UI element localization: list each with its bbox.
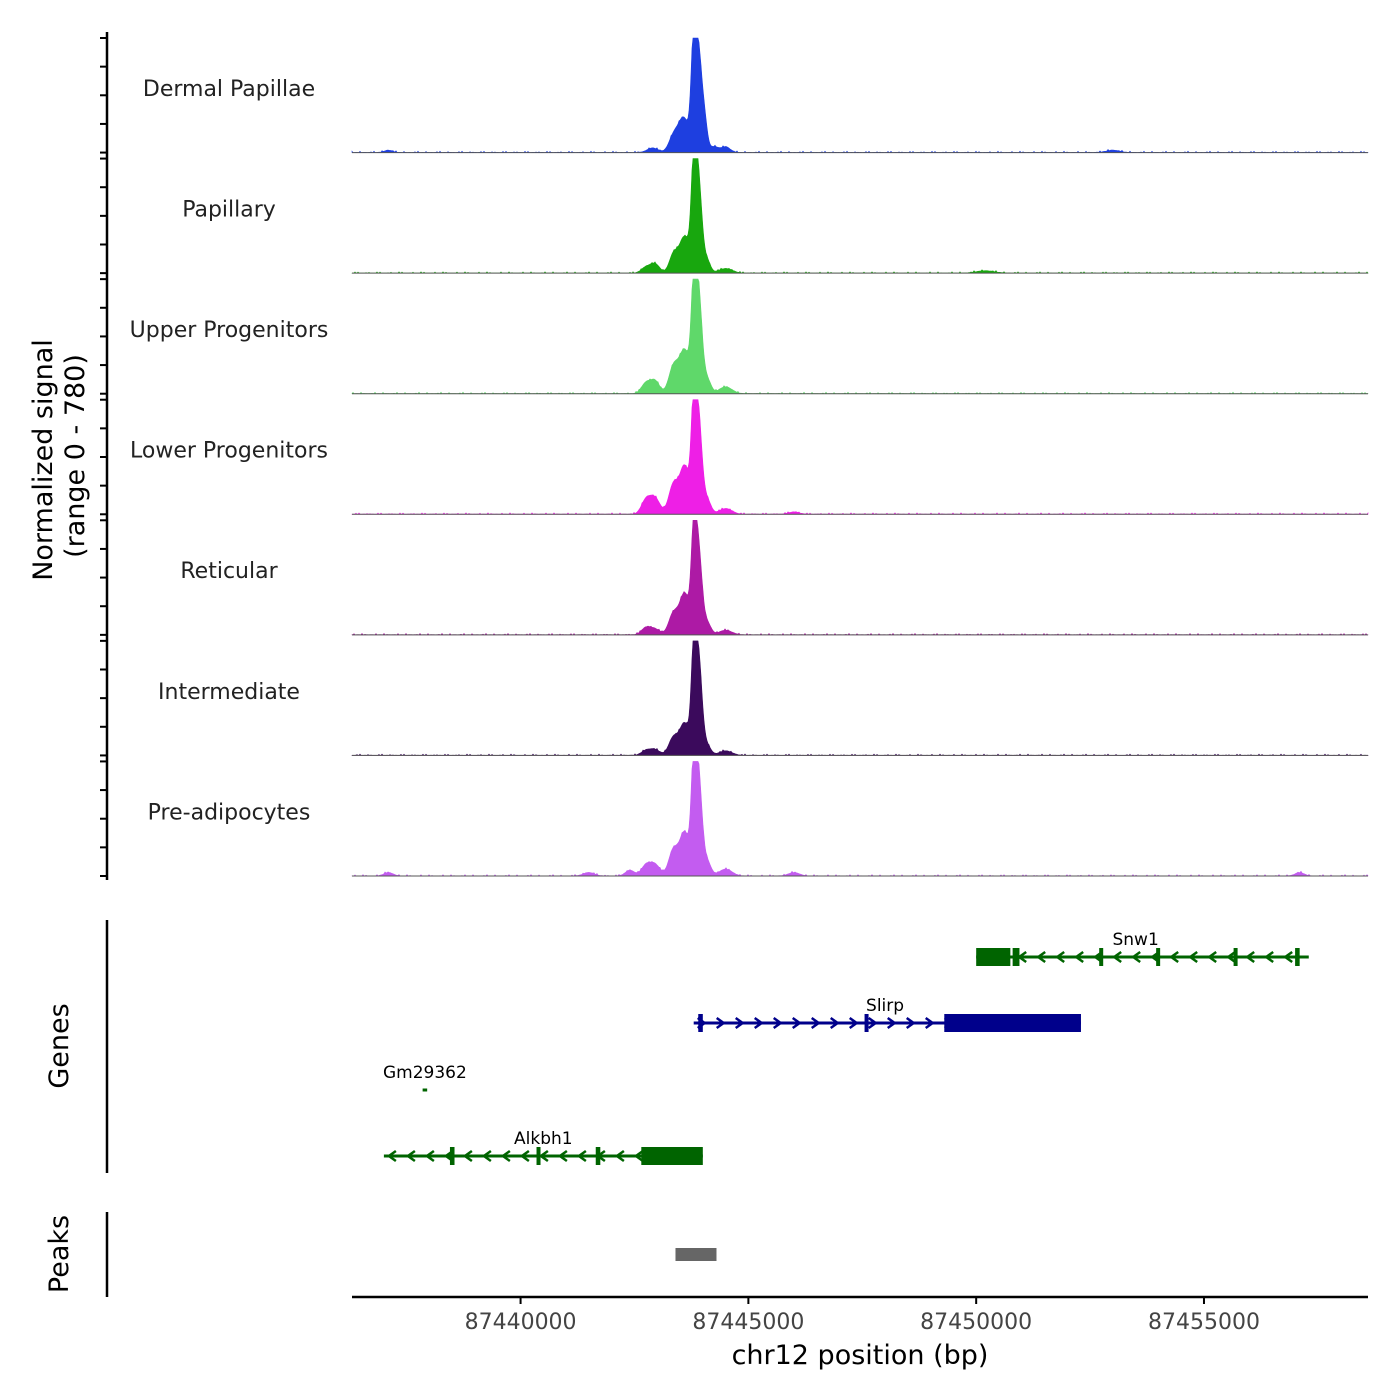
signal-area — [351, 37, 1369, 153]
y-axis-label-line-1: Normalized signal — [28, 339, 59, 581]
track-reticular: Reticular — [180, 520, 1369, 636]
exon — [1233, 948, 1238, 966]
track-pre-adipocytes: Pre-adipocytes — [148, 761, 1369, 877]
exon — [595, 1147, 601, 1165]
strand-chevron — [1169, 950, 1179, 964]
strand-chevron — [1188, 950, 1198, 964]
track-dermal-papillae: Dermal Papillae — [143, 37, 1369, 154]
strand-chevron — [386, 1149, 397, 1163]
strand-chevron — [810, 1016, 821, 1030]
gene-annotation-track: Snw1 Slirp Gm29362 Alkbh1 — [383, 930, 1309, 1165]
gene-slirp: Slirp — [693, 996, 1081, 1032]
signal-area — [351, 640, 1369, 756]
strand-chevron — [538, 1149, 549, 1163]
strand-chevron — [753, 1016, 764, 1030]
track-label: Intermediate — [158, 680, 300, 705]
exon — [536, 1147, 541, 1165]
strand-chevron — [886, 1016, 897, 1030]
exon — [698, 1014, 703, 1032]
strand-chevron — [1207, 950, 1217, 964]
exon — [976, 948, 1011, 966]
peaks-axis-label: Peaks — [44, 1215, 75, 1293]
strand-chevron — [924, 1016, 935, 1030]
exon — [449, 1147, 455, 1165]
strand-chevron — [905, 1016, 916, 1030]
track-label: Reticular — [180, 559, 278, 584]
strand-chevron — [1264, 950, 1274, 964]
strand-chevron — [1074, 950, 1084, 964]
strand-chevron — [557, 1149, 568, 1163]
coverage-tracks: Dermal Papillae Papillary Upper Progenitor… — [130, 37, 1369, 877]
track-intermediate: Intermediate — [158, 640, 1369, 756]
gene-label: Gm29362 — [383, 1063, 467, 1083]
strand-chevron — [519, 1149, 530, 1163]
strand-chevron — [424, 1149, 435, 1163]
x-axis-ticks: 87440000 87445000 87450000 87455000 — [465, 1297, 1260, 1335]
strand-chevron — [772, 1016, 783, 1030]
peak-region — [675, 1248, 717, 1261]
track-upper-progenitors: Upper Progenitors — [130, 278, 1369, 395]
strand-chevron — [1226, 950, 1236, 964]
x-tick-label: 87440000 — [465, 1310, 577, 1335]
peak-regions-track — [675, 1248, 717, 1261]
strand-chevron — [500, 1149, 511, 1163]
strand-chevron — [462, 1149, 473, 1163]
gene-gm29362: Gm29362 — [383, 1063, 467, 1092]
track-lower-progenitors: Lower Progenitors — [130, 399, 1369, 515]
strand-chevron — [1131, 950, 1141, 964]
track-label: Dermal Papillae — [143, 77, 315, 102]
signal-y-ticks — [100, 37, 107, 877]
exon — [1012, 948, 1020, 966]
gene-label: Alkbh1 — [514, 1129, 573, 1149]
track-label: Pre-adipocytes — [148, 800, 311, 825]
exon — [944, 1014, 1081, 1032]
signal-area — [351, 278, 1369, 395]
track-label: Papillary — [182, 197, 276, 222]
strand-chevron — [715, 1016, 726, 1030]
strand-chevron — [614, 1149, 625, 1163]
track-papillary: Papillary — [182, 158, 1369, 274]
exon — [864, 1014, 869, 1032]
exon — [641, 1147, 703, 1165]
strand-chevron — [791, 1016, 802, 1030]
strand-chevron — [405, 1149, 416, 1163]
strand-chevron — [1112, 950, 1122, 964]
strand-chevron — [1055, 950, 1065, 964]
genes-axis-label: Genes — [44, 1003, 75, 1088]
signal-area — [351, 520, 1369, 636]
track-label: Lower Progenitors — [130, 439, 328, 464]
strand-chevron — [734, 1016, 745, 1030]
gene-label: Slirp — [866, 996, 904, 1016]
gene-alkbh1: Alkbh1 — [383, 1129, 703, 1165]
strand-chevron — [1036, 950, 1046, 964]
signal-area — [351, 761, 1369, 877]
strand-chevron — [481, 1149, 492, 1163]
x-tick-label: 87445000 — [692, 1310, 804, 1335]
exon — [1156, 948, 1161, 966]
signal-area — [351, 399, 1369, 515]
strand-chevron — [633, 1149, 644, 1163]
x-tick-label: 87450000 — [920, 1310, 1032, 1335]
signal-area — [351, 158, 1369, 274]
gene-label: Snw1 — [1112, 930, 1158, 950]
strand-chevron — [1283, 950, 1293, 964]
strand-chevron — [848, 1016, 859, 1030]
gene-snw1: Snw1 — [976, 930, 1309, 966]
strand-chevron — [1245, 950, 1255, 964]
strand-chevron — [867, 1016, 878, 1030]
track-label: Upper Progenitors — [130, 318, 329, 343]
exon — [1295, 948, 1300, 966]
strand-chevron — [576, 1149, 587, 1163]
exon — [1099, 948, 1104, 966]
x-axis-label: chr12 position (bp) — [732, 1340, 989, 1371]
strand-chevron — [829, 1016, 840, 1030]
y-axis-label-line-2: (range 0 - 780) — [60, 354, 91, 558]
x-tick-label: 87455000 — [1148, 1310, 1260, 1335]
